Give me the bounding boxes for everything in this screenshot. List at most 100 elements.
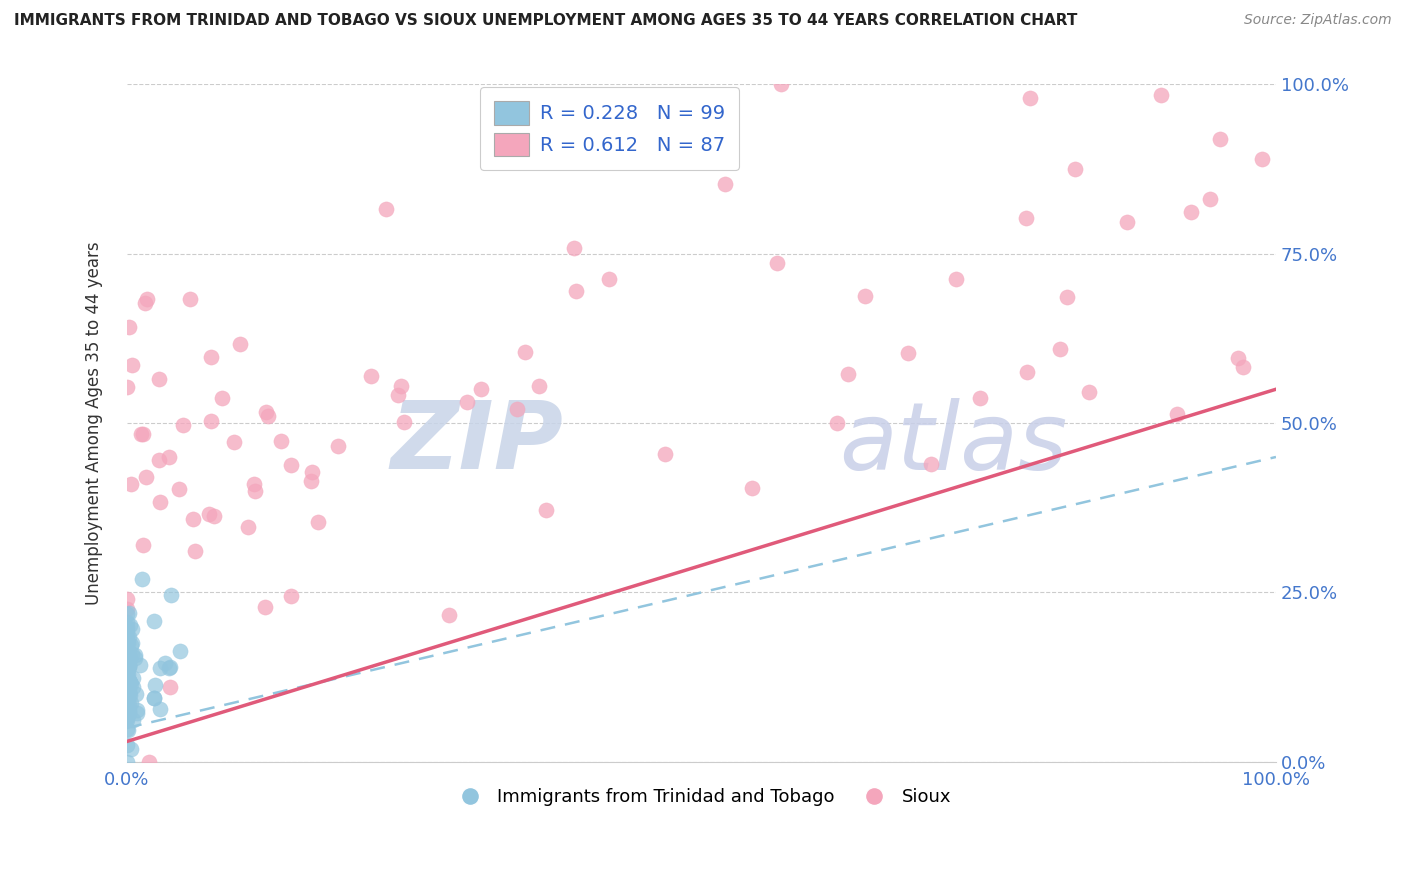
Point xyxy=(198,507,221,521)
Point xyxy=(115,657,138,671)
Point xyxy=(115,673,138,687)
Point xyxy=(131,426,153,441)
Point xyxy=(115,649,138,664)
Point xyxy=(131,572,153,586)
Point xyxy=(202,508,225,523)
Point xyxy=(121,622,143,636)
Point xyxy=(837,367,859,381)
Point xyxy=(117,699,139,714)
Point xyxy=(117,675,139,690)
Point xyxy=(118,617,141,632)
Point xyxy=(115,664,138,678)
Point xyxy=(392,415,415,429)
Point xyxy=(896,346,918,360)
Point xyxy=(143,614,166,628)
Point xyxy=(120,639,142,653)
Point xyxy=(115,693,138,707)
Point xyxy=(741,482,763,496)
Point xyxy=(1049,343,1071,357)
Point xyxy=(118,660,141,674)
Point xyxy=(115,672,138,686)
Point xyxy=(118,657,141,672)
Point xyxy=(120,696,142,710)
Point xyxy=(143,691,166,706)
Point xyxy=(127,706,149,720)
Point xyxy=(118,630,141,644)
Point xyxy=(155,656,177,670)
Point xyxy=(184,543,207,558)
Point xyxy=(513,345,536,359)
Point xyxy=(470,382,492,396)
Point xyxy=(765,256,787,270)
Point xyxy=(159,680,181,694)
Point xyxy=(115,647,138,661)
Point xyxy=(127,703,149,717)
Point xyxy=(117,636,139,650)
Point xyxy=(115,380,138,394)
Point xyxy=(181,512,204,526)
Point xyxy=(148,453,170,467)
Point xyxy=(121,680,143,694)
Point xyxy=(115,643,138,657)
Point xyxy=(115,662,138,676)
Point xyxy=(117,607,139,621)
Point xyxy=(138,755,160,769)
Point xyxy=(479,114,502,128)
Point xyxy=(945,272,967,286)
Point xyxy=(245,483,267,498)
Point xyxy=(1209,132,1232,146)
Point xyxy=(115,663,138,677)
Point xyxy=(115,685,138,699)
Point xyxy=(115,642,138,657)
Point xyxy=(120,677,142,691)
Point xyxy=(254,405,277,419)
Point xyxy=(375,202,398,216)
Point xyxy=(211,392,233,406)
Point xyxy=(118,703,141,717)
Point xyxy=(143,690,166,705)
Point xyxy=(143,678,166,692)
Point xyxy=(1063,162,1085,177)
Point xyxy=(115,592,138,607)
Point xyxy=(167,483,190,497)
Point xyxy=(1115,215,1137,229)
Point xyxy=(714,178,737,192)
Point xyxy=(117,723,139,737)
Point xyxy=(115,635,138,649)
Point xyxy=(1015,211,1038,225)
Point xyxy=(654,447,676,461)
Y-axis label: Unemployment Among Ages 35 to 44 years: Unemployment Among Ages 35 to 44 years xyxy=(86,242,103,605)
Point xyxy=(115,632,138,647)
Point xyxy=(360,369,382,384)
Point xyxy=(115,680,138,694)
Point xyxy=(328,439,350,453)
Text: ZIP: ZIP xyxy=(391,398,564,490)
Point xyxy=(120,477,142,491)
Point xyxy=(118,673,141,688)
Point xyxy=(1250,152,1272,166)
Point xyxy=(115,659,138,673)
Point xyxy=(115,677,138,691)
Point xyxy=(1232,359,1254,374)
Point xyxy=(160,588,183,602)
Point xyxy=(149,702,172,716)
Point xyxy=(1056,290,1078,304)
Point xyxy=(117,652,139,666)
Point xyxy=(280,589,302,603)
Point xyxy=(118,659,141,673)
Point xyxy=(121,358,143,372)
Point xyxy=(117,706,139,721)
Point xyxy=(1019,91,1042,105)
Point xyxy=(437,608,460,623)
Point xyxy=(121,635,143,649)
Point xyxy=(1180,205,1202,219)
Point xyxy=(1078,385,1101,400)
Point xyxy=(148,372,170,386)
Point xyxy=(115,602,138,616)
Point xyxy=(825,417,848,431)
Text: Source: ZipAtlas.com: Source: ZipAtlas.com xyxy=(1244,13,1392,28)
Point xyxy=(149,495,172,509)
Point xyxy=(115,629,138,643)
Point xyxy=(1017,365,1039,379)
Point xyxy=(117,698,139,713)
